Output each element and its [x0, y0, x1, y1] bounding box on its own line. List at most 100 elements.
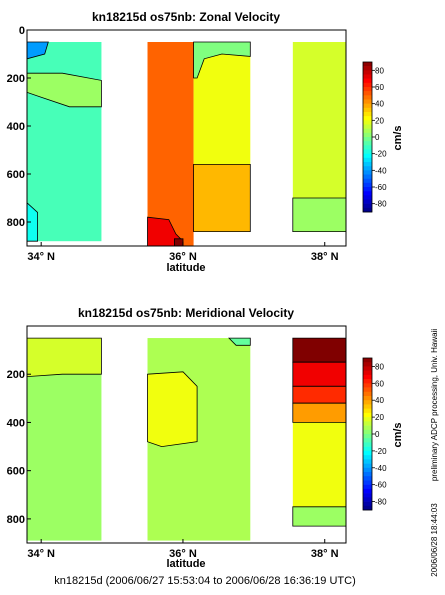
meridional-colorbar-label: cm/s [392, 422, 404, 447]
zonal-colorbar-tick-label: -80 [375, 200, 387, 209]
zonal-title: kn18215d os75nb: Zonal Velocity [92, 10, 280, 24]
zonal-colorbar-segment [363, 78, 372, 84]
zonal-colorbar-tick-label: 80 [375, 66, 384, 75]
zonal-contour-region-2-2 [173, 238, 184, 247]
zonal-depth-axis: 0 200 400 600 800 [7, 25, 31, 229]
zonal-colorbar-tick-label: 60 [375, 83, 384, 92]
meridional-title: kn18215d os75nb: Meridional Velocity [78, 306, 294, 320]
zonal-colorbar-segment [363, 87, 372, 92]
meridional-ytick-label: 800 [7, 514, 25, 526]
meridional-contour-region-2-2 [228, 337, 251, 346]
meridional-colorbar-segment [363, 379, 372, 384]
zonal-ytick-label: 0 [19, 25, 25, 37]
meridional-ytick-label: 600 [7, 466, 25, 478]
meridional-colorbar-tick-label: 60 [375, 379, 384, 388]
meridional-colorbar-segment [363, 472, 372, 477]
zonal-contour-region-1-2 [26, 72, 102, 108]
meridional-contour-region-3-1 [292, 337, 347, 363]
zonal-colorbar-segment [363, 174, 372, 179]
zonal-velocity-chart: kn18215d os75nb: Zonal Velocity 02004006… [7, 10, 404, 274]
meridional-colorbar-segment [363, 358, 372, 363]
zonal-colorbar-tick-label: -40 [375, 166, 387, 175]
processing-date: 2006/06/28 18:44:03 [430, 503, 439, 577]
processing-note: preliminary ADCP processing, Univ. Hawai… [430, 329, 439, 481]
meridional-xtick-label: 38° N [311, 548, 339, 560]
meridional-colorbar-segment [363, 387, 372, 393]
zonal-colorbar-segment [363, 112, 372, 117]
zonal-xlabel: latitude [166, 262, 205, 274]
meridional-colorbar-segment [363, 374, 372, 380]
meridional-colorbar-segment [363, 459, 372, 464]
meridional-colorbar-segment [363, 505, 372, 511]
zonal-colorbar-segment [363, 70, 372, 75]
zonal-colorbar-tick-label: 40 [375, 100, 384, 109]
zonal-colorbar-segment [363, 132, 372, 138]
meridional-axes-frame [26, 325, 347, 544]
zonal-colorbar: 80 60 40 20 0 -20 -40 -60 -80 [362, 61, 387, 213]
meridional-ytick-label: 200 [7, 369, 25, 381]
zonal-colorbar-segment [363, 74, 372, 79]
meridional-colorbar-tick-label: -80 [375, 498, 387, 507]
zonal-colorbar-segment [363, 62, 372, 67]
meridional-colorbar-segment [363, 488, 372, 494]
zonal-colorbar-segment [363, 107, 372, 113]
zonal-colorbar-segment [363, 178, 372, 184]
zonal-axes-frame [26, 29, 347, 247]
zonal-colorbar-segment [363, 66, 372, 71]
meridional-colorbar-segment [363, 383, 372, 388]
zonal-section-3 [193, 41, 251, 233]
meridional-colorbar-segment [363, 370, 372, 376]
zonal-colorbar-segment [363, 162, 372, 167]
meridional-contour-region-3-2 [292, 361, 347, 387]
meridional-section-2 [147, 337, 251, 541]
zonal-xtick-label: 38° N [311, 251, 339, 263]
meridional-colorbar-segment [363, 438, 372, 443]
meridional-velocity-chart: kn18215d os75nb: Meridional Velocity 200… [7, 306, 404, 570]
meridional-section-1 [26, 337, 102, 541]
zonal-colorbar-tick-label: -20 [375, 150, 387, 159]
zonal-colorbar-segment [363, 191, 372, 196]
zonal-colorbar-segment [363, 103, 372, 109]
zonal-colorbar-segment [363, 203, 372, 209]
zonal-colorbar-segment [363, 187, 372, 192]
zonal-colorbar-segment [363, 207, 372, 213]
meridional-colorbar-segment [363, 417, 372, 422]
meridional-colorbar-tick-label: -60 [375, 481, 387, 490]
zonal-colorbar-segment [363, 145, 372, 150]
zonal-colorbar-segment [363, 124, 372, 129]
meridional-colorbar-segment [363, 446, 372, 452]
zonal-colorbar-segment [363, 141, 372, 146]
meridional-colorbar-segment [363, 396, 372, 401]
meridional-colorbar-segment [363, 404, 372, 409]
zonal-colorbar-segment [363, 128, 372, 134]
zonal-section-2 [147, 42, 194, 247]
zonal-ytick-label: 600 [7, 169, 25, 181]
zonal-colorbar-segment [363, 99, 372, 104]
meridional-contour-region-3-4 [292, 402, 347, 423]
meridional-ytick-label: 400 [7, 417, 25, 429]
meridional-colorbar-segment [363, 476, 372, 481]
zonal-colorbar-segment [363, 95, 372, 100]
zonal-colorbar-segment [363, 166, 372, 171]
meridional-contour-region-2-1 [147, 371, 198, 448]
meridional-colorbar-segment [363, 463, 372, 469]
zonal-colorbar-segment [363, 157, 372, 163]
zonal-section-1 [26, 41, 102, 242]
meridional-colorbar-segment [363, 455, 372, 460]
meridional-colorbar-segment [363, 497, 372, 502]
meridional-colorbar-segment [363, 501, 372, 507]
zonal-colorbar-segment [363, 170, 372, 175]
zonal-xtick-label: 36° N [169, 251, 197, 263]
zonal-colorbar-tick-label: 0 [375, 133, 380, 142]
cruise-time-range: kn18215d (2006/06/27 15:53:04 to 2006/06… [54, 575, 356, 587]
zonal-colorbar-segment [363, 137, 372, 142]
zonal-colorbar-segment [363, 199, 372, 204]
zonal-colorbar-segment [363, 153, 372, 159]
zonal-contour-region-4-1 [292, 197, 347, 233]
meridional-colorbar-segment [363, 442, 372, 447]
zonal-colorbar-segment [363, 120, 372, 125]
meridional-colorbar-segment [363, 362, 372, 367]
meridional-contour-region-3-3 [292, 385, 347, 404]
meridional-contour-region-3-5 [292, 506, 347, 527]
